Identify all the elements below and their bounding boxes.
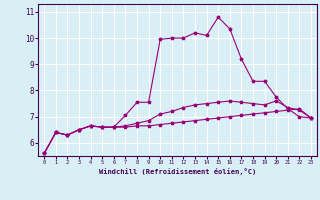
X-axis label: Windchill (Refroidissement éolien,°C): Windchill (Refroidissement éolien,°C) (99, 168, 256, 175)
